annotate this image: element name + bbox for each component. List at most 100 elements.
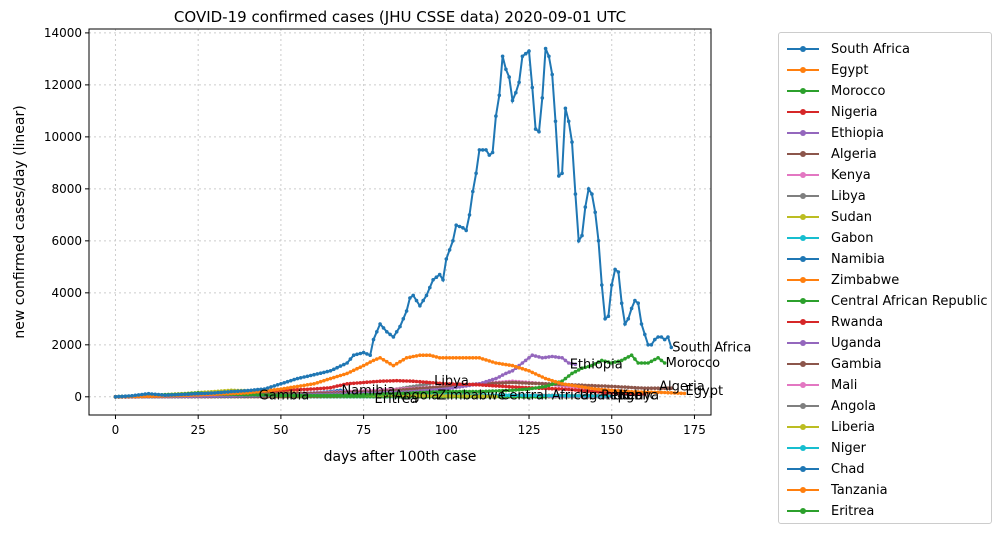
- data-point: [421, 386, 426, 391]
- data-point: [408, 355, 412, 360]
- legend-label: Eritrea: [831, 503, 875, 519]
- data-point: [563, 106, 568, 111]
- data-point: [573, 388, 578, 392]
- plot-background: [89, 29, 711, 415]
- data-point: [414, 393, 419, 398]
- data-point: [249, 388, 253, 393]
- legend-label: Kenya: [831, 167, 871, 183]
- data-point: [616, 385, 621, 389]
- data-point: [507, 393, 512, 398]
- data-point: [451, 394, 455, 398]
- data-point: [388, 379, 392, 383]
- data-point: [464, 228, 469, 233]
- data-point: [494, 361, 498, 365]
- data-point: [484, 389, 488, 394]
- data-point: [295, 384, 300, 389]
- data-point: [527, 381, 531, 386]
- data-point: [295, 387, 300, 392]
- data-point: [385, 359, 389, 364]
- data-point: [490, 394, 495, 399]
- data-point: [487, 394, 492, 399]
- legend-swatch: [787, 207, 819, 227]
- data-point: [557, 381, 561, 385]
- legend-item: Zimbabwe: [787, 270, 899, 290]
- legend-label: Uganda: [831, 335, 882, 351]
- data-point: [457, 356, 462, 360]
- data-point: [616, 389, 621, 393]
- data-point: [643, 332, 647, 337]
- data-point: [603, 359, 607, 364]
- data-point: [586, 187, 591, 191]
- data-point: [626, 355, 631, 359]
- data-point: [662, 386, 667, 391]
- data-point: [600, 390, 604, 394]
- data-point: [434, 390, 439, 394]
- data-point: [434, 385, 439, 390]
- series-end-label: Kenya: [619, 389, 659, 404]
- data-point: [566, 383, 571, 387]
- data-point: [553, 119, 558, 124]
- data-point: [643, 361, 647, 365]
- data-point: [580, 394, 584, 398]
- data-point: [629, 385, 634, 390]
- legend-label: Liberia: [831, 419, 876, 435]
- legend-swatch: [787, 375, 819, 395]
- data-point: [570, 361, 574, 366]
- data-point: [461, 226, 465, 230]
- legend-label: Gabon: [831, 230, 874, 246]
- data-point: [265, 388, 270, 393]
- legend-swatch: [787, 123, 819, 143]
- data-point: [322, 370, 326, 375]
- data-point: [553, 393, 558, 398]
- legend-item: Sudan: [787, 207, 872, 227]
- data-point: [335, 393, 339, 398]
- data-point: [285, 393, 290, 398]
- data-point: [338, 383, 343, 388]
- data-point: [279, 393, 283, 398]
- data-point: [295, 393, 300, 398]
- data-point: [471, 356, 475, 360]
- data-point: [404, 391, 409, 396]
- data-point: [566, 119, 571, 124]
- data-point: [477, 383, 482, 387]
- data-point: [292, 377, 296, 382]
- data-point: [338, 393, 343, 398]
- data-point: [653, 386, 657, 391]
- data-point: [332, 375, 336, 380]
- legend-label: Zimbabwe: [831, 272, 900, 288]
- legend-swatch: [787, 81, 819, 101]
- data-point: [593, 387, 597, 391]
- data-point: [606, 384, 611, 389]
- data-point: [451, 356, 455, 360]
- data-point: [580, 366, 584, 371]
- data-point: [609, 384, 614, 389]
- data-point: [557, 387, 561, 391]
- data-point: [520, 393, 525, 398]
- data-point: [434, 381, 439, 385]
- data-point: [566, 361, 571, 365]
- data-point: [467, 389, 472, 394]
- data-point: [418, 386, 422, 391]
- data-point: [421, 390, 426, 395]
- data-point: [298, 393, 303, 398]
- data-point: [298, 384, 303, 388]
- data-point: [222, 390, 227, 394]
- legend-label: Niger: [831, 440, 866, 456]
- data-point: [566, 387, 571, 392]
- tick-layer: 0 25 50 75 100 125 150 175 0 2000 4000 6000 8000 1000…: [44, 26, 706, 437]
- data-point: [510, 388, 515, 393]
- data-point: [504, 393, 508, 398]
- data-point: [623, 389, 627, 394]
- data-point: [471, 189, 475, 194]
- data-point: [510, 385, 515, 389]
- data-point: [467, 382, 472, 387]
- data-point: [530, 85, 535, 90]
- data-point: [428, 385, 432, 390]
- data-point: [523, 387, 528, 392]
- data-point: [361, 380, 366, 385]
- data-point: [371, 392, 376, 397]
- data-point: [600, 384, 604, 388]
- data-point: [133, 393, 138, 398]
